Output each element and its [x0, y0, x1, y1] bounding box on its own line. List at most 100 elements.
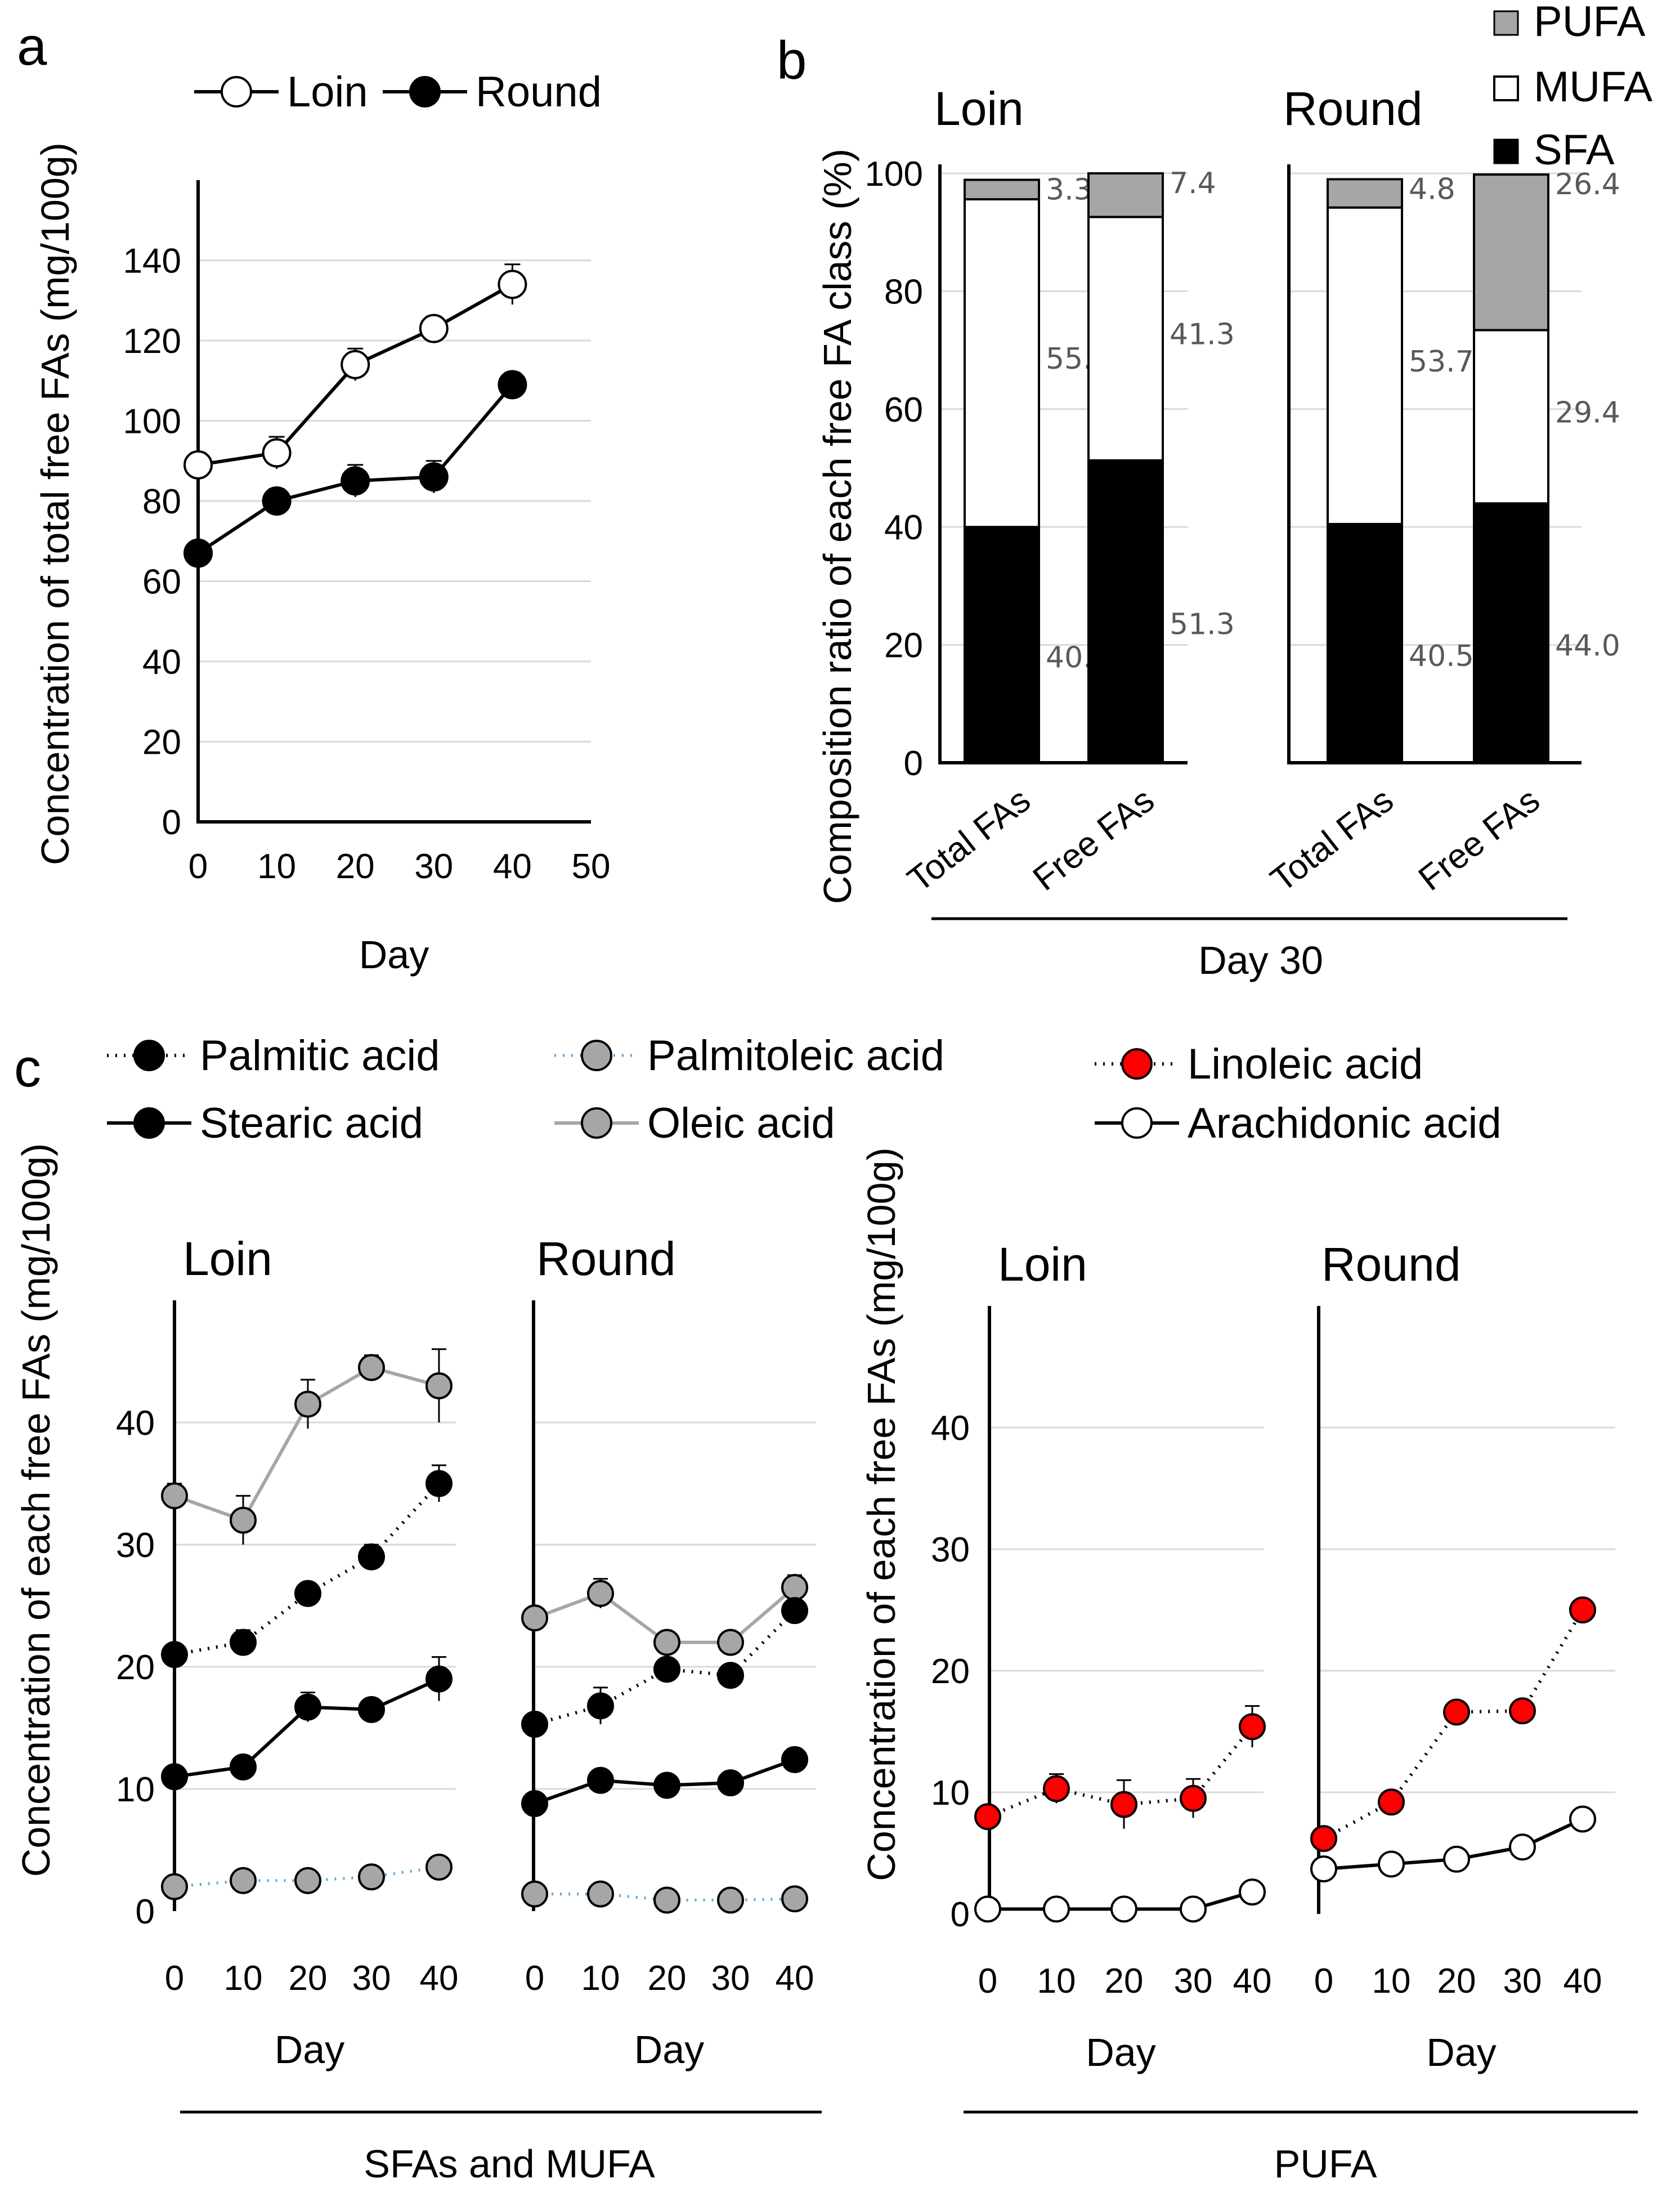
point-oleic-acid: [587, 1580, 614, 1607]
point-palmitic-acid: [230, 1629, 257, 1656]
point-linoleic-acid: [1110, 1791, 1137, 1818]
point-stearic-acid: [781, 1746, 808, 1773]
point-oleic-acid: [425, 1372, 453, 1399]
x-tick-label: 30: [711, 1959, 750, 1998]
y-tick-label: 40: [931, 1409, 970, 1448]
point-oleic-acid: [781, 1573, 808, 1601]
x-tick-label: 0: [525, 1959, 544, 1998]
point-linoleic-acid: [1378, 1788, 1405, 1816]
y-tick-label: 20: [142, 723, 181, 762]
x-tick-label: 20: [289, 1959, 328, 1998]
x-tick-label: 20: [648, 1959, 687, 1998]
legend-arachidonic-acid-label: Arachidonic acid: [1188, 1099, 1502, 1147]
point-linoleic-acid: [1239, 1713, 1266, 1741]
x-tick-label: 30: [1503, 1962, 1542, 2001]
x-tick-label: 20: [336, 847, 375, 886]
point-loin: [262, 438, 292, 468]
point-palmitic-acid: [425, 1470, 453, 1497]
bar-segment-sfa: [1087, 459, 1164, 764]
x-tick-label: 30: [352, 1959, 391, 1998]
bar-segment-mufa: [1087, 216, 1164, 462]
bar-segment-mufa: [964, 198, 1040, 529]
x-axis-title: Day: [1086, 2030, 1155, 2074]
point-linoleic-acid: [1043, 1775, 1070, 1802]
y-tick-label: 80: [884, 272, 923, 311]
point-arachidonic-acid: [1443, 1845, 1470, 1873]
point-stearic-acid: [425, 1665, 453, 1693]
point-stearic-acid: [653, 1771, 680, 1799]
category-label: Total FAs: [901, 781, 1037, 900]
x-tick-label: 10: [224, 1959, 263, 1998]
point-arachidonic-acid: [1180, 1895, 1207, 1923]
data-label-pufa: 3.3: [1046, 173, 1092, 207]
data-label-sfa: 40.5: [1409, 639, 1474, 673]
point-palmitic-acid: [587, 1692, 614, 1720]
subpanel-title: Loin: [998, 1238, 1087, 1291]
bar-segment-pufa: [1473, 173, 1549, 332]
bar-segment-pufa: [1327, 178, 1403, 209]
point-round: [341, 466, 370, 496]
x-tick-label: 40: [1563, 1962, 1602, 2001]
point-linoleic-acid: [1569, 1596, 1596, 1623]
y-tick-label: 40: [142, 643, 181, 682]
point-linoleic-acid: [1443, 1698, 1470, 1726]
point-linoleic-acid: [1310, 1825, 1337, 1853]
subpanel-sfas-and-mufa-round: 0 10 20 30 40 Day Round: [521, 1232, 816, 2072]
legend-swatch-sfa: [1493, 138, 1519, 164]
legend-label-sfa: SFA: [1534, 126, 1615, 174]
y-tick-label: 100: [123, 402, 181, 441]
y-tick-label: 20: [884, 627, 923, 665]
x-tick-label: 20: [1105, 1962, 1144, 2001]
panel-label-a: a: [17, 16, 47, 77]
point-palmitoleic-acid: [521, 1880, 548, 1908]
subpanel-sfas-and-mufa-loin: 0 10 20 30 40 Concentration of each free FAs …: [14, 1143, 458, 2072]
panel-a-total-free-fas: 0 20 40 60 80 100 120 140 0 10 20 30 40 50 Day Concentr…: [33, 68, 610, 977]
series-line-palmitoleic-acid: [535, 1893, 795, 1902]
point-stearic-acid: [230, 1753, 257, 1781]
data-label-pufa: 26.4: [1555, 168, 1620, 202]
bar-segment-pufa: [1087, 172, 1164, 218]
subpanel-title: Loin: [183, 1232, 272, 1285]
point-palmitoleic-acid: [230, 1867, 257, 1894]
y-axis-title: Concentration of total free FAs (mg/100g…: [33, 142, 77, 865]
point-round: [498, 370, 527, 400]
y-axis-title: Composition ratio of each free FA class …: [816, 149, 859, 904]
point-palmitoleic-acid: [653, 1886, 680, 1914]
legend-label-mufa: MUFA: [1534, 63, 1652, 111]
x-tick-label: 0: [165, 1959, 184, 1998]
data-label-mufa: 53.7: [1409, 345, 1474, 379]
point-oleic-acid: [294, 1390, 321, 1418]
subpanel-pufa-round: 0 10 20 30 40 Day Round: [1310, 1238, 1615, 2074]
point-round: [419, 462, 449, 492]
axes: [196, 180, 591, 824]
data-label-mufa: 29.4: [1555, 396, 1620, 430]
point-stearic-acid: [161, 1763, 188, 1791]
point-linoleic-acid: [1180, 1784, 1207, 1812]
series-line-palmitoleic-acid: [174, 1866, 440, 1889]
y-tick-label: 0: [904, 744, 923, 783]
legend-loin-marker: [221, 76, 252, 108]
x-tick-label: 10: [1037, 1962, 1076, 2001]
point-stearic-acid: [717, 1769, 744, 1797]
point-loin: [341, 350, 370, 379]
bar-segment-sfa: [1327, 522, 1403, 764]
data-label-sfa: 44.0: [1555, 629, 1620, 663]
point-palmitic-acid: [521, 1710, 548, 1738]
point-palmitoleic-acid: [294, 1867, 321, 1894]
x-tick-label: 10: [257, 847, 296, 886]
legend-palmitoleic-acid-label: Palmitoleic acid: [647, 1032, 944, 1080]
x-tick-label: 30: [414, 847, 453, 886]
legend-oleic-acid-label: Oleic acid: [647, 1099, 835, 1147]
y-axis-title: Concentration of each free FAs (mg/100g): [14, 1143, 58, 1877]
category-label: Total FAs: [1264, 781, 1400, 900]
point-linoleic-acid: [1509, 1697, 1536, 1725]
y-tick-label: 60: [884, 391, 923, 430]
point-arachidonic-acid: [1569, 1805, 1596, 1833]
point-loin: [419, 314, 449, 343]
point-oleic-acid: [161, 1482, 188, 1510]
x-tick-label: 40: [493, 847, 532, 886]
x-tick-label: 10: [1372, 1962, 1411, 2001]
y-tick-label: 30: [116, 1526, 155, 1565]
